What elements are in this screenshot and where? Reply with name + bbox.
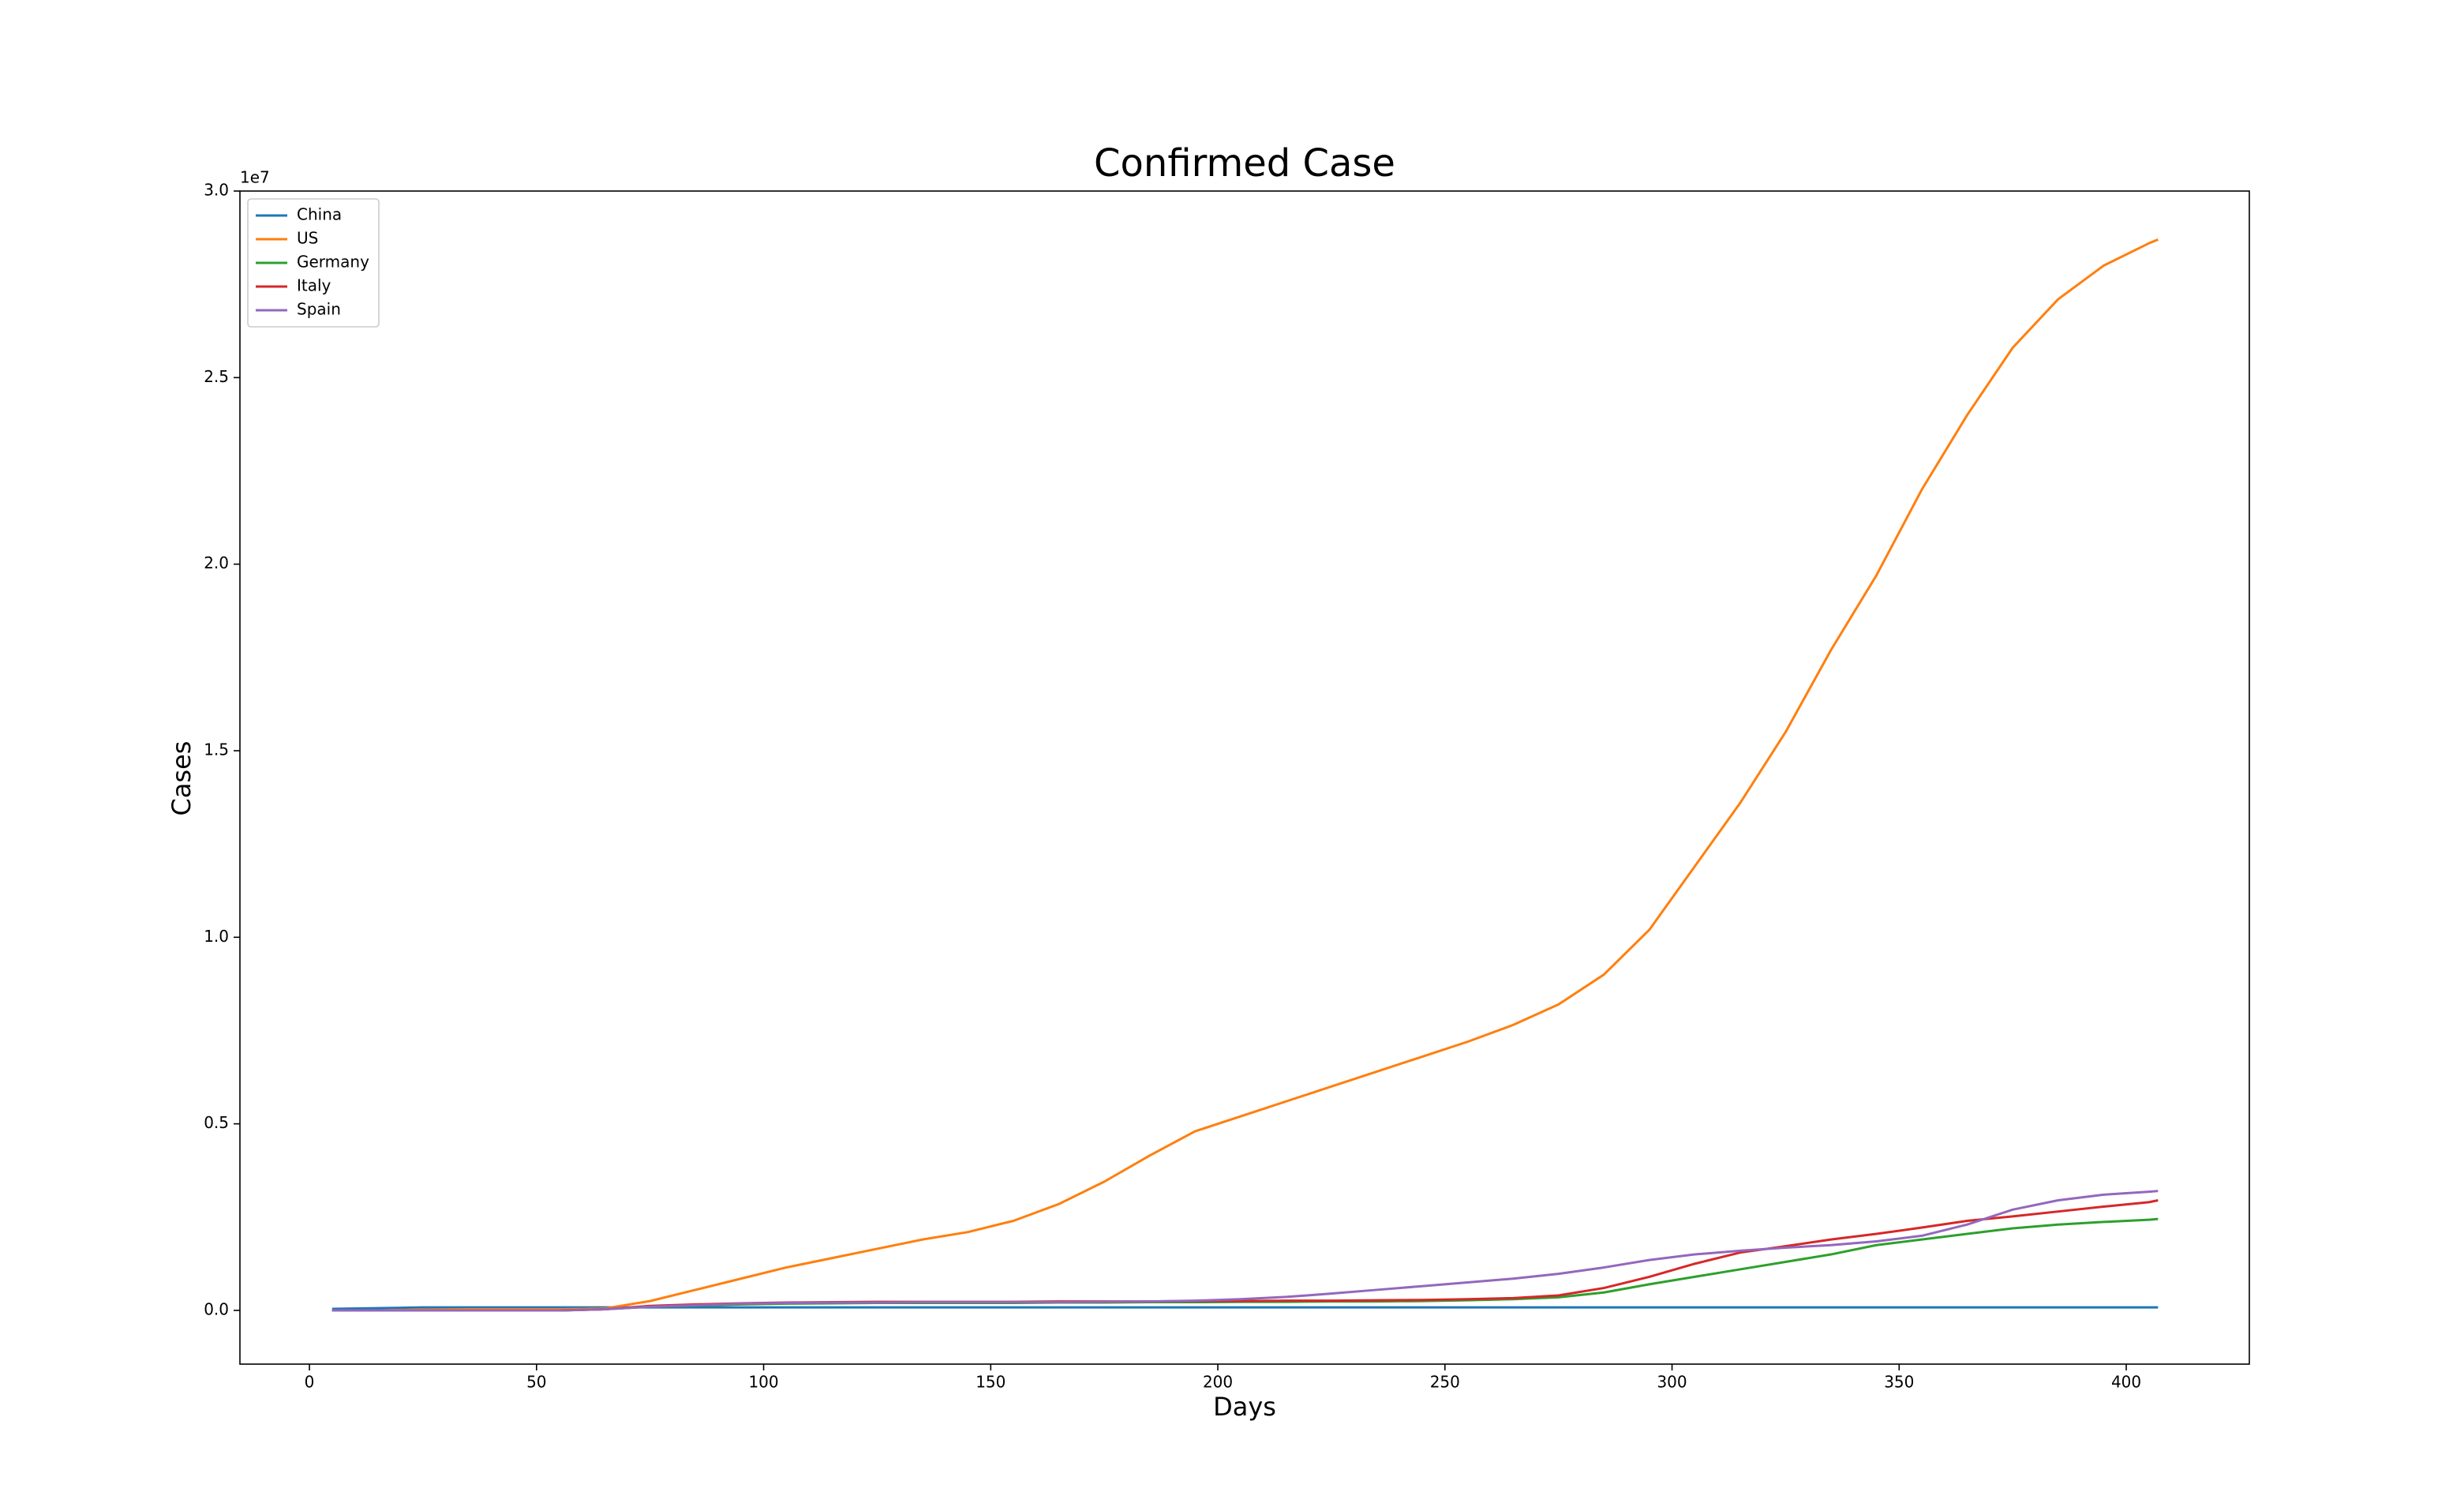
axes-frame xyxy=(239,190,2250,1365)
legend-box xyxy=(247,198,380,328)
legend-label: Italy xyxy=(297,276,331,295)
series-line xyxy=(331,238,2159,1312)
y-tick-label: 0.0 xyxy=(204,1299,229,1318)
x-tick-label: 350 xyxy=(1884,1373,1914,1392)
x-tick-label: 400 xyxy=(2111,1373,2141,1392)
y-tick-label: 0.5 xyxy=(204,1113,229,1132)
x-tick-label: 0 xyxy=(305,1373,315,1392)
y-tick-label: 2.0 xyxy=(204,553,229,572)
x-tick-label: 200 xyxy=(1203,1373,1233,1392)
y-offset-label: 1e7 xyxy=(240,168,270,187)
y-tick-label: 1.0 xyxy=(204,927,229,946)
legend-label: China xyxy=(297,205,342,224)
y-tick-label: 3.0 xyxy=(204,181,229,200)
y-tick-label: 1.5 xyxy=(204,740,229,759)
series-line xyxy=(331,1190,2159,1312)
x-axis-label: Days xyxy=(1213,1392,1276,1422)
x-tick-label: 250 xyxy=(1430,1373,1460,1392)
x-tick-label: 50 xyxy=(526,1373,546,1392)
x-tick-label: 150 xyxy=(975,1373,1005,1392)
y-axis-label: Cases xyxy=(167,741,197,816)
legend-label: Germany xyxy=(297,253,369,272)
legend-label: Spain xyxy=(297,300,341,319)
x-tick-label: 300 xyxy=(1657,1373,1687,1392)
legend-label: US xyxy=(297,229,318,248)
chart-title: Confirmed Case xyxy=(1094,141,1395,186)
y-tick-label: 2.5 xyxy=(204,367,229,386)
x-tick-label: 100 xyxy=(748,1373,778,1392)
